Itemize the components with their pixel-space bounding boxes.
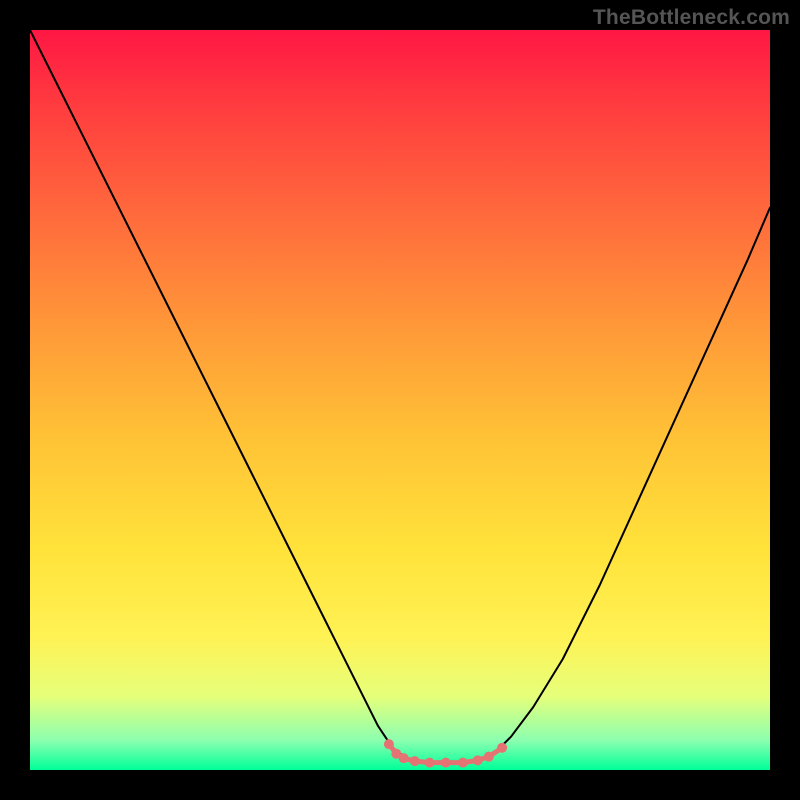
flat-segment-marker <box>473 755 483 765</box>
bottleneck-chart <box>0 0 800 800</box>
flat-segment-marker <box>497 743 507 753</box>
flat-segment-marker <box>399 753 409 763</box>
flat-segment-marker <box>410 756 420 766</box>
flat-segment-marker <box>458 758 468 768</box>
watermark-text: TheBottleneck.com <box>593 6 790 30</box>
flat-segment-marker <box>441 758 451 768</box>
flat-segment-marker <box>384 739 394 749</box>
flat-segment-marker <box>425 758 435 768</box>
chart-background <box>30 30 770 770</box>
flat-segment-marker <box>484 752 494 762</box>
